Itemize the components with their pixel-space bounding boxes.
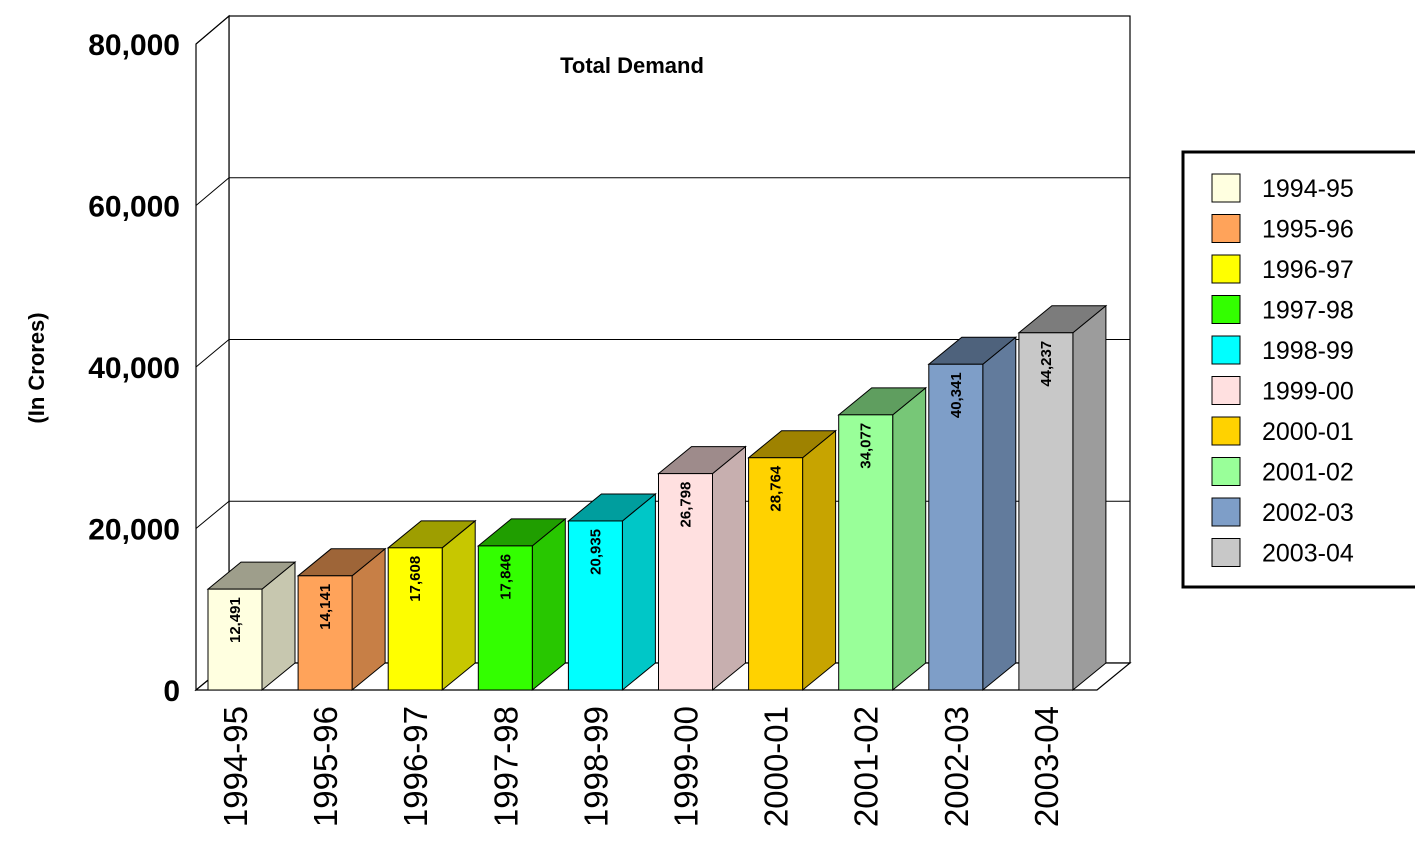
- bar-2000-01: 28,764: [747, 429, 838, 692]
- data-label: 28,764: [768, 465, 785, 512]
- bar-1996-97: 17,608: [386, 519, 477, 692]
- data-label: 26,798: [678, 482, 695, 528]
- bar-1995-96: 14,141: [296, 547, 387, 692]
- bar-front: [207, 588, 263, 691]
- y-tick-label: 60,000: [88, 191, 180, 224]
- bar-side: [441, 519, 476, 692]
- x-tick-label: 2000-01: [758, 706, 795, 827]
- gridline-side: [195, 339, 230, 368]
- legend-label: 2002-03: [1262, 499, 1354, 527]
- y-tick-label: 40,000: [88, 352, 180, 385]
- x-tick-label: 2003-04: [1028, 706, 1065, 827]
- bar-front: [387, 547, 443, 691]
- legend-swatch: [1211, 538, 1241, 567]
- data-label: 14,141: [317, 584, 334, 630]
- data-label: 44,237: [1038, 341, 1055, 387]
- bar-1997-98: 17,846: [476, 517, 567, 692]
- legend-item: 1994-95: [1211, 173, 1354, 203]
- legend-swatch: [1211, 335, 1241, 365]
- bar-side: [802, 429, 837, 692]
- legend-label: 1996-97: [1262, 256, 1354, 284]
- legend-item: 2001-02: [1211, 457, 1354, 487]
- y-tick-label: 0: [163, 675, 180, 708]
- y-tick-label: 20,000: [88, 514, 180, 547]
- x-tick-label: 1999-00: [668, 706, 705, 827]
- legend-swatch: [1211, 173, 1241, 203]
- legend-label: 1995-96: [1262, 216, 1354, 244]
- bar-side: [531, 517, 566, 692]
- data-label: 12,491: [227, 597, 244, 643]
- y-tick-label: 80,000: [88, 29, 180, 62]
- bar-2003-04: 44,237: [1017, 304, 1108, 692]
- bar-1994-95: 12,491: [206, 561, 297, 692]
- chart-title: Total Demand: [560, 53, 704, 78]
- bar-2002-03: 40,341: [927, 336, 1018, 692]
- data-label: 40,341: [948, 372, 965, 418]
- legend-swatch: [1211, 457, 1241, 486]
- gridline-side: [195, 15, 230, 45]
- legend-item: 1995-96: [1211, 214, 1354, 244]
- bar-1998-99: 20,935: [566, 492, 657, 692]
- bar-front: [838, 414, 894, 691]
- bar-side: [621, 492, 656, 692]
- legend-item: 1998-99: [1211, 335, 1354, 365]
- bar-side: [982, 336, 1017, 692]
- bar-front: [567, 520, 623, 691]
- x-tick-label: 1995-96: [307, 706, 344, 827]
- bar-front: [1018, 332, 1074, 691]
- bar-front: [477, 545, 533, 691]
- bar-side: [892, 386, 927, 692]
- x-tick-label: 2002-03: [938, 706, 975, 827]
- bar-2001-02: 34,077: [837, 386, 928, 692]
- x-tick-label: 1994-95: [217, 706, 254, 827]
- bar-side: [712, 445, 746, 692]
- legend-label: 1994-95: [1262, 175, 1354, 203]
- gridline-side: [195, 500, 230, 529]
- legend-swatch: [1211, 214, 1241, 243]
- legend-swatch: [1211, 497, 1241, 527]
- legend-item: 1997-98: [1211, 295, 1354, 325]
- legend-item: 2000-01: [1211, 416, 1354, 446]
- legend-label: 1998-99: [1262, 337, 1354, 365]
- y-axis-label: (In Crores): [24, 312, 49, 423]
- bar-front: [928, 363, 984, 691]
- legend-swatch: [1211, 254, 1241, 284]
- bar-side: [1072, 304, 1107, 692]
- legend-swatch: [1211, 416, 1241, 446]
- legend-swatch: [1211, 295, 1241, 324]
- data-label: 34,077: [858, 423, 875, 469]
- x-tick-label: 2001-02: [848, 706, 885, 827]
- bar-front: [748, 457, 804, 691]
- legend-label: 2000-01: [1262, 418, 1354, 446]
- data-label: 17,608: [407, 556, 424, 602]
- data-label: 20,935: [587, 529, 604, 575]
- bar-1999-00: 26,798: [657, 445, 747, 692]
- legend-item: 2002-03: [1211, 497, 1354, 527]
- legend-label: 1999-00: [1262, 378, 1354, 406]
- legend-label: 1997-98: [1262, 297, 1354, 325]
- legend-swatch: [1211, 376, 1241, 405]
- legend-item: 1999-00: [1211, 376, 1354, 406]
- x-tick-label: 1997-98: [487, 706, 524, 827]
- legend-label: 2003-04: [1262, 540, 1354, 568]
- legend-item: 2003-04: [1211, 538, 1354, 568]
- x-tick-label: 1998-99: [577, 706, 614, 827]
- legend-item: 1996-97: [1211, 254, 1354, 284]
- bar-front: [297, 575, 353, 691]
- legend-label: 2001-02: [1262, 459, 1354, 487]
- data-label: 17,846: [497, 554, 514, 600]
- legend: 1994-95 1995-96 1996-97 1997-98 1998-99 1999-…: [1181, 150, 1415, 589]
- bar-front: [658, 473, 713, 691]
- x-tick-label: 1996-97: [397, 706, 434, 827]
- gridline-side: [195, 177, 230, 206]
